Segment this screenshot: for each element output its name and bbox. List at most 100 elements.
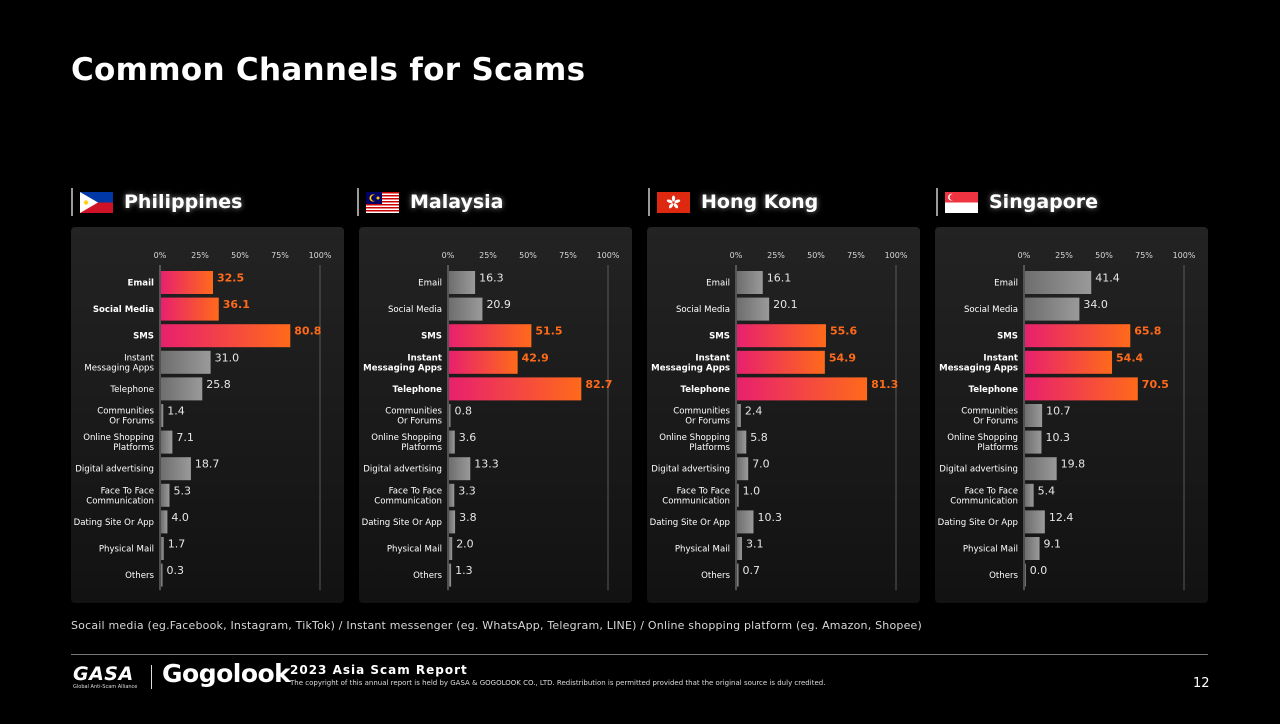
category-label: Instant Messaging Apps bbox=[651, 353, 730, 373]
bar bbox=[161, 350, 211, 374]
category-label: Communities Or Forums bbox=[673, 407, 730, 427]
value-label: 9.1 bbox=[1044, 538, 1062, 551]
bar bbox=[449, 271, 476, 294]
x-tick-label: 25% bbox=[479, 251, 497, 260]
value-label: 10.7 bbox=[1046, 405, 1071, 418]
x-tick-label: 100% bbox=[309, 251, 332, 260]
bar bbox=[737, 430, 747, 454]
category-label: Social Media bbox=[388, 305, 442, 315]
bar bbox=[161, 563, 163, 587]
bar bbox=[1025, 350, 1113, 374]
x-tick-label: 75% bbox=[1135, 251, 1153, 260]
page-number: 12 bbox=[1193, 676, 1210, 691]
footer-divider bbox=[71, 654, 1208, 655]
category-label: Digital advertising bbox=[651, 465, 730, 475]
category-label: Physical Mail bbox=[675, 545, 730, 555]
category-label: Face To Face Communication bbox=[950, 486, 1018, 506]
bar bbox=[1025, 377, 1138, 401]
bar bbox=[1025, 404, 1043, 427]
category-label: SMS bbox=[133, 332, 154, 342]
category-label: Online Shopping Platforms bbox=[83, 433, 154, 453]
value-label: 5.4 bbox=[1038, 484, 1056, 497]
gasa-logo-tagline: Global Anti-Scam Alliance bbox=[73, 684, 138, 690]
header-divider bbox=[71, 188, 73, 216]
category-label: Online Shopping Platforms bbox=[371, 433, 442, 453]
bar bbox=[1025, 271, 1092, 294]
bar bbox=[449, 537, 453, 560]
category-label: Email bbox=[994, 279, 1018, 289]
bar bbox=[737, 457, 749, 481]
header-divider bbox=[357, 188, 359, 216]
bar-chart-philippines: 0% 25% 50% 75% 100% Email 32.5 Social Media 36.1… bbox=[74, 251, 332, 591]
category-label: Online Shopping Platforms bbox=[659, 433, 730, 453]
value-label: 5.3 bbox=[173, 484, 191, 497]
value-label: 34.0 bbox=[1083, 298, 1108, 311]
gasa-logo-text: GASA bbox=[73, 663, 134, 685]
gasa-logo: GASA Global Anti-Scam Alliance bbox=[73, 664, 137, 691]
bar bbox=[1025, 563, 1026, 587]
category-label: Digital advertising bbox=[75, 465, 154, 475]
bar bbox=[737, 563, 739, 587]
chart-card-philippines: 0% 25% 50% 75% 100% Email 32.5 Social Media 36.1… bbox=[71, 227, 344, 603]
bar-chart-hong-kong: 0% 25% 50% 75% 100% Email 16.1 Social Media 20.1… bbox=[650, 251, 908, 591]
category-label: Social Media bbox=[93, 305, 154, 315]
value-label: 80.8 bbox=[294, 325, 321, 338]
bar bbox=[449, 350, 518, 374]
bar bbox=[737, 324, 826, 348]
x-tick-label: 0% bbox=[1018, 251, 1031, 260]
bar bbox=[161, 457, 191, 481]
panel-header-hong-kong: Hong Kong bbox=[648, 187, 818, 217]
value-label: 82.7 bbox=[585, 378, 612, 391]
footnote: Socail media (eg.Facebook, Instagram, Ti… bbox=[71, 619, 923, 632]
value-label: 2.0 bbox=[456, 538, 474, 551]
category-label: Social Media bbox=[676, 305, 730, 315]
value-label: 65.8 bbox=[1134, 325, 1161, 338]
panel-header-philippines: Philippines bbox=[71, 187, 242, 217]
bar bbox=[1025, 510, 1045, 534]
value-label: 0.3 bbox=[167, 564, 185, 577]
value-label: 1.3 bbox=[455, 564, 473, 577]
bar bbox=[449, 510, 456, 534]
x-tick-label: 0% bbox=[442, 251, 455, 260]
x-tick-label: 0% bbox=[730, 251, 743, 260]
chart-card-malaysia: 0% 25% 50% 75% 100% Email 16.3 Social Media 20.9… bbox=[359, 227, 632, 603]
bar bbox=[1025, 297, 1080, 321]
x-tick-label: 50% bbox=[1095, 251, 1113, 260]
x-tick-label: 75% bbox=[847, 251, 865, 260]
chart-card-singapore: 0% 25% 50% 75% 100% Email 41.4 Social Media 34.0… bbox=[935, 227, 1208, 603]
category-label: Digital advertising bbox=[363, 465, 442, 475]
value-label: 3.3 bbox=[458, 484, 476, 497]
category-label: Others bbox=[413, 571, 442, 581]
value-label: 10.3 bbox=[1045, 431, 1070, 444]
x-tick-label: 50% bbox=[231, 251, 249, 260]
header-divider bbox=[648, 188, 650, 216]
category-label: Physical Mail bbox=[387, 545, 442, 555]
panel-header-malaysia: Malaysia bbox=[357, 187, 504, 217]
value-label: 20.9 bbox=[486, 298, 511, 311]
bar bbox=[737, 350, 825, 374]
value-label: 51.5 bbox=[535, 325, 562, 338]
bar bbox=[1025, 324, 1131, 348]
x-tick-label: 0% bbox=[154, 251, 167, 260]
value-label: 4.0 bbox=[171, 511, 189, 524]
bar bbox=[161, 297, 219, 321]
value-label: 3.6 bbox=[459, 431, 477, 444]
value-label: 20.1 bbox=[773, 298, 798, 311]
bar bbox=[161, 324, 291, 348]
singapore-flag-icon bbox=[945, 191, 978, 213]
x-tick-label: 100% bbox=[885, 251, 908, 260]
bar-chart-malaysia: 0% 25% 50% 75% 100% Email 16.3 Social Media 20.9… bbox=[362, 251, 620, 591]
category-label: Email bbox=[418, 279, 442, 289]
x-tick-label: 100% bbox=[597, 251, 620, 260]
category-label: Telephone bbox=[109, 385, 154, 395]
value-label: 32.5 bbox=[217, 272, 244, 285]
category-label: Instant Messaging Apps bbox=[939, 353, 1018, 373]
category-label: Telephone bbox=[969, 385, 1019, 395]
value-label: 1.7 bbox=[168, 538, 186, 551]
x-tick-label: 100% bbox=[1173, 251, 1196, 260]
report-title: 2023 Asia Scam Report bbox=[290, 663, 468, 677]
bar bbox=[1025, 430, 1042, 454]
category-label: Communities Or Forums bbox=[97, 407, 154, 427]
category-label: Social Media bbox=[964, 305, 1018, 315]
value-label: 2.4 bbox=[745, 405, 763, 418]
